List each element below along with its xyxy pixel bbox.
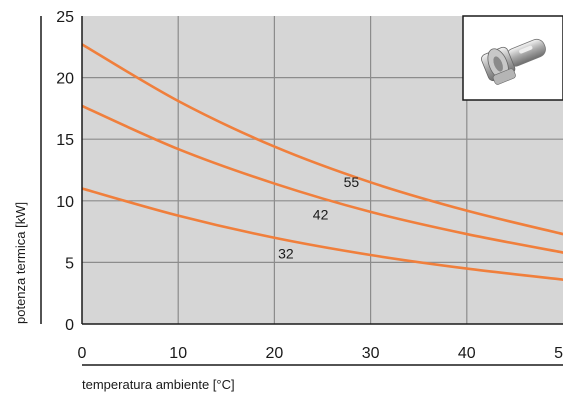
y-tick-labels: 0 5 10 15 20 25 xyxy=(56,9,74,334)
curve-labels: 55 42 32 xyxy=(278,174,359,261)
x-tick-label: 0 xyxy=(78,345,87,362)
curve-label-55: 55 xyxy=(344,174,360,190)
x-tick-label: 30 xyxy=(362,345,380,362)
heater-product-photo xyxy=(462,15,563,101)
y-tick-label: 0 xyxy=(65,317,74,334)
y-axis-label: potenza termica [kW] xyxy=(13,202,28,324)
series-line-32 xyxy=(82,187,563,281)
y-tick-label: 20 xyxy=(56,71,74,88)
y-tick-label: 5 xyxy=(65,255,74,272)
series-line-55 xyxy=(82,43,563,236)
y-tick-label: 10 xyxy=(56,194,74,211)
curves xyxy=(82,43,563,281)
x-axis-label: temperatura ambiente [°C] xyxy=(82,377,235,392)
x-tick-label: 10 xyxy=(169,345,187,362)
curve-label-42: 42 xyxy=(313,206,329,222)
curve-label-32: 32 xyxy=(278,246,294,262)
x-tick-label: 40 xyxy=(458,345,476,362)
x-tick-labels: 0 10 20 30 40 50 xyxy=(78,345,563,362)
series-line-42 xyxy=(82,104,563,254)
y-tick-label: 25 xyxy=(56,9,74,26)
x-tick-label: 50 xyxy=(554,345,563,362)
x-tick-label: 20 xyxy=(266,345,284,362)
y-tick-label: 15 xyxy=(56,132,74,149)
